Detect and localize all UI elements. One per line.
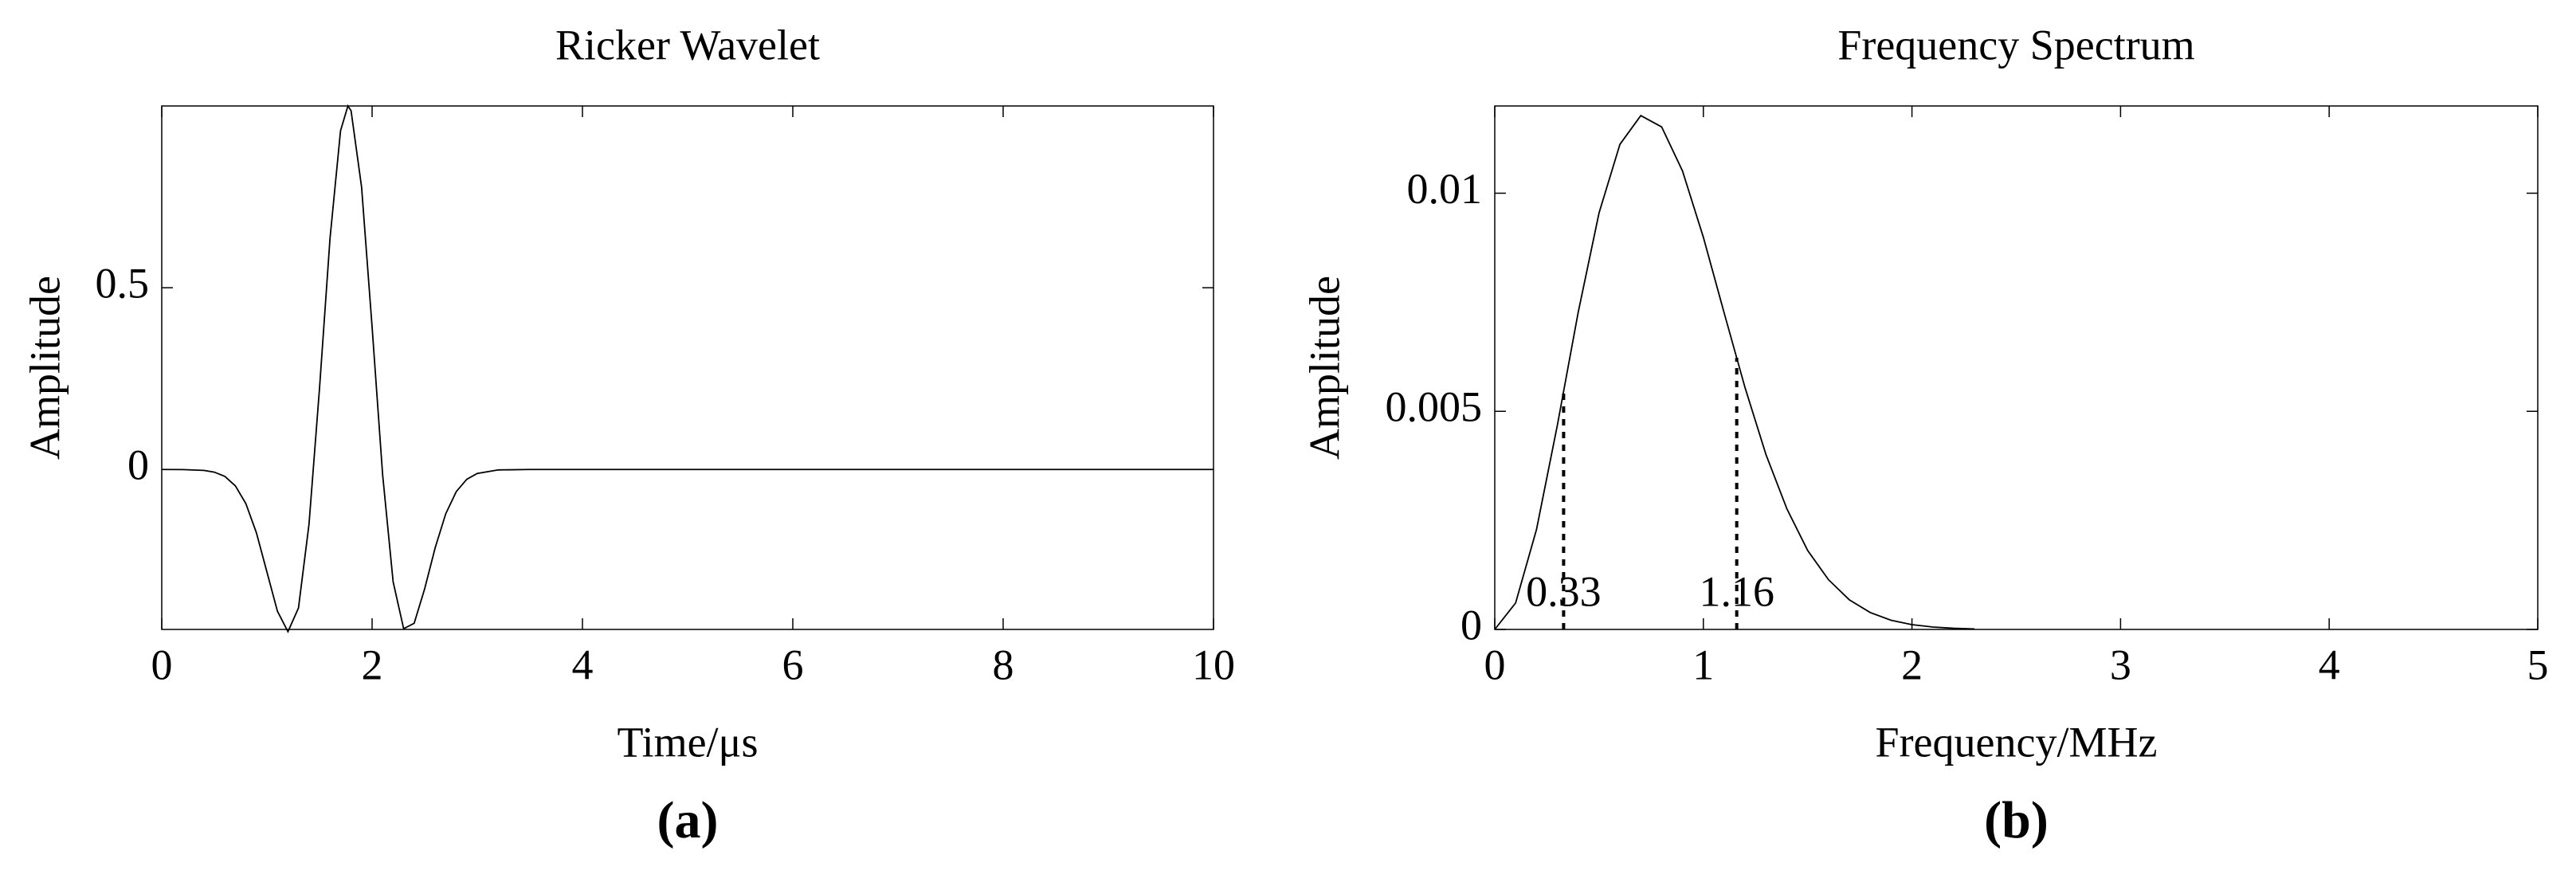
x-tick-label: 4 [2319, 641, 2340, 688]
x-tick-label: 10 [1192, 641, 1235, 688]
marker-label: 1.16 [1699, 567, 1774, 615]
chart-title: Frequency Spectrum [1837, 21, 2194, 69]
x-tick-label: 6 [782, 641, 804, 688]
y-axis-label: Amplitude [21, 276, 69, 460]
y-tick-label: 0.5 [96, 260, 150, 308]
x-tick-label: 2 [1901, 641, 1923, 688]
x-axis-label: Frequency/MHz [1876, 718, 2158, 766]
x-tick-label: 0 [151, 641, 173, 688]
y-tick-label: 0.005 [1386, 383, 1483, 431]
x-tick-label: 3 [2110, 641, 2131, 688]
y-tick-label: 0 [127, 441, 149, 489]
data-line [161, 104, 1214, 633]
panel-label: (a) [657, 791, 719, 849]
y-tick-label: 0 [1461, 601, 1482, 649]
y-tick-label: 0.01 [1407, 165, 1483, 213]
plot-frame [161, 105, 1214, 630]
x-tick-label: 5 [2527, 641, 2549, 688]
panel-label: (b) [1984, 791, 2049, 849]
chart-title: Ricker Wavelet [555, 21, 820, 69]
x-tick-label: 4 [572, 641, 594, 688]
x-tick-label: 1 [1692, 641, 1714, 688]
data-line [1494, 114, 1975, 630]
plot-frame [1494, 105, 2539, 630]
x-tick-label: 8 [993, 641, 1014, 688]
x-tick-label: 2 [362, 641, 383, 688]
marker-label: 0.33 [1526, 567, 1602, 615]
y-axis-label: Amplitude [1300, 276, 1348, 460]
x-tick-label: 0 [1484, 641, 1506, 688]
x-axis-label: Time/μs [617, 718, 758, 766]
